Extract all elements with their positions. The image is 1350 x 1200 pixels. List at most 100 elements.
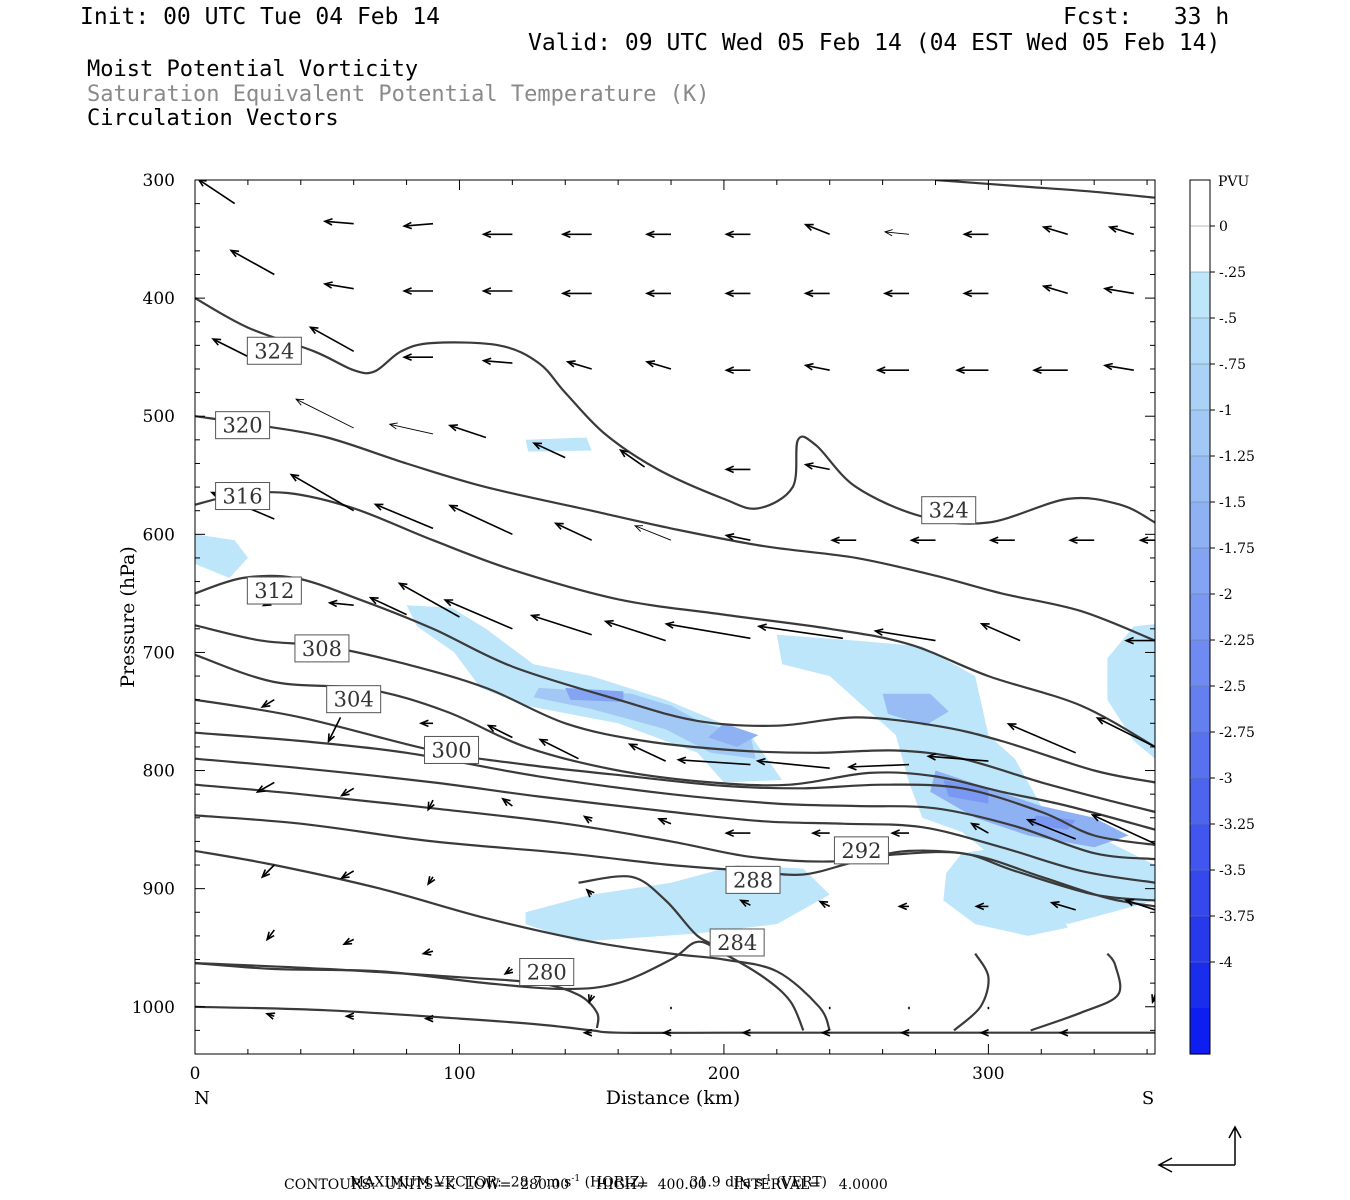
vector-head — [327, 733, 336, 744]
circulation-vector — [1041, 225, 1068, 236]
vector-head — [265, 1012, 276, 1020]
vector-shaft — [1125, 899, 1155, 911]
circulation-vector — [988, 536, 1015, 545]
vector-head — [373, 503, 384, 511]
circulation-vector — [926, 753, 989, 762]
circulation-vector — [486, 724, 513, 739]
vector-head — [481, 357, 492, 366]
colorbar-label: -.25 — [1219, 265, 1246, 281]
theta-contour — [195, 731, 1155, 861]
vector-head — [644, 289, 655, 298]
vector-shaft — [329, 602, 354, 606]
vector-head — [1041, 284, 1052, 292]
theta-contour — [1030, 952, 1122, 1032]
contour-label: 320 — [223, 414, 263, 438]
circulation-vector — [830, 536, 857, 545]
vector-head — [1068, 536, 1078, 545]
circulation-vector — [481, 287, 513, 295]
vector-shaft — [341, 870, 355, 879]
circulation-vector — [644, 230, 671, 239]
vector-shaft — [884, 231, 910, 235]
colorbar-label: -3.25 — [1219, 817, 1255, 833]
circulation-vector — [481, 230, 513, 239]
theta-contour — [195, 574, 1155, 784]
vector-shaft — [758, 625, 844, 640]
circulation-vector — [1068, 536, 1095, 545]
vector-head — [969, 822, 980, 831]
vector-head — [342, 937, 353, 946]
circulation-vector — [255, 781, 275, 794]
circulation-vector — [955, 366, 989, 375]
plot-frame — [194, 179, 1156, 1055]
vector-head — [289, 473, 300, 482]
theta-contour — [195, 297, 1155, 525]
colorbar-label: 0 — [1219, 219, 1228, 235]
circulation-vector — [582, 1028, 593, 1037]
contour-label: 288 — [733, 868, 773, 892]
circulation-vector — [724, 533, 751, 541]
vector-head — [909, 536, 920, 545]
vector-head — [553, 522, 564, 530]
colorbar-swatch — [1190, 548, 1210, 595]
theta-contour — [195, 1005, 1155, 1034]
contour-label-box — [246, 336, 302, 365]
vector-head — [803, 289, 814, 298]
circulation-vector — [1138, 536, 1155, 545]
circulation-vector — [897, 902, 909, 911]
circulation-vector — [1006, 723, 1077, 754]
circulation-vector — [402, 287, 433, 295]
vector-head — [979, 622, 990, 631]
vector-head — [402, 287, 412, 295]
vector-head — [803, 362, 814, 371]
colorbar-label: -2.25 — [1219, 633, 1255, 649]
circulation-vector — [738, 899, 751, 908]
vector-shaft — [805, 223, 830, 236]
circulation-vector — [423, 1014, 434, 1023]
vector-head — [1151, 994, 1155, 1005]
vector-head — [388, 422, 398, 430]
circulation-vector — [295, 398, 354, 429]
circulation-vector — [1032, 366, 1068, 375]
field-legend-vectors: Circulation Vectors — [87, 106, 339, 131]
vector-head — [882, 289, 893, 298]
vector-head — [308, 326, 319, 335]
y-tick-label: 600 — [143, 525, 175, 545]
circulation-vector — [803, 223, 830, 236]
circulation-vector — [724, 366, 751, 375]
circulation-vector — [260, 699, 275, 708]
contour-label-box — [326, 685, 382, 714]
colorbar-label: -3.5 — [1219, 863, 1246, 879]
valid-time: Valid: 09 UTC Wed 05 Feb 14 (04 EST Wed … — [528, 30, 1221, 56]
colorbar-swatch — [1190, 502, 1210, 549]
colorbar-label: -2.75 — [1219, 725, 1255, 741]
circulation-vector — [1025, 818, 1076, 840]
vector-shaft — [324, 283, 354, 290]
theta-contour — [953, 953, 990, 1032]
vector-head — [418, 719, 429, 728]
colorbar-frame — [1189, 179, 1211, 1055]
circulation-vector — [402, 353, 433, 362]
vector-shaft — [341, 787, 355, 797]
vector-shaft — [805, 364, 830, 371]
vector-head — [724, 289, 735, 298]
colorbar-label: -1.5 — [1219, 495, 1246, 511]
pv-region — [533, 687, 756, 759]
vector-head — [873, 628, 884, 636]
circulation-vector — [741, 1028, 751, 1037]
vector-head — [339, 871, 350, 880]
circulation-vector — [724, 829, 751, 838]
circulation-vector — [260, 864, 275, 879]
forecast-hour: Fcst: 33 h — [1063, 4, 1230, 30]
vector-head — [1049, 901, 1060, 909]
circulation-vector — [657, 817, 672, 826]
vector-head — [368, 596, 379, 605]
circulation-vector — [899, 1028, 910, 1037]
contour-label-box — [519, 958, 575, 987]
vector-shaft — [848, 763, 910, 768]
vector-shaft — [726, 534, 751, 541]
x-tick-label: 100 — [443, 1064, 475, 1084]
x-endpoint-left: N — [194, 1088, 210, 1109]
vector-head — [724, 829, 735, 838]
colorbar-swatch — [1190, 410, 1210, 457]
